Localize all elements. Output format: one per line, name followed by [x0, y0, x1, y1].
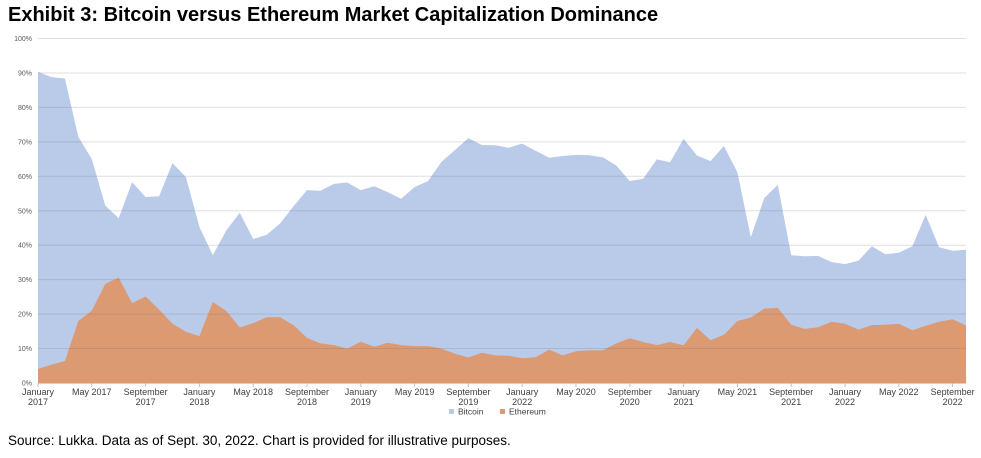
x-tick-label: January	[183, 387, 216, 397]
x-tick-label: January	[22, 387, 55, 397]
x-tick-label: January	[506, 387, 539, 397]
y-tick-label: 70%	[18, 139, 32, 146]
x-tick-label: January	[345, 387, 378, 397]
x-tick-label: May 2017	[72, 387, 112, 397]
x-tick-label: 2017	[136, 397, 156, 407]
x-tick-label: January	[668, 387, 701, 397]
legend-label-ethereum: Ethereum	[509, 407, 546, 417]
area-bitcoin	[38, 71, 967, 384]
y-tick-label: 0%	[22, 381, 32, 388]
y-tick-label: 60%	[18, 174, 32, 181]
x-tick-label: 2022	[512, 397, 532, 407]
legend-swatch-bitcoin	[449, 409, 454, 414]
x-tick-label: 2018	[189, 397, 209, 407]
x-tick-label: May 2018	[233, 387, 273, 397]
x-tick-label: 2021	[781, 397, 801, 407]
y-tick-label: 90%	[18, 70, 32, 77]
y-tick-label: 50%	[18, 208, 32, 215]
area-ethereum	[38, 277, 967, 383]
y-tick-label: 30%	[18, 277, 32, 284]
x-tick-label: May 2019	[395, 387, 435, 397]
x-tick-label: 2017	[28, 397, 48, 407]
gridlines	[38, 38, 967, 384]
x-tick-label: September	[446, 387, 490, 397]
x-tick-label: September	[931, 387, 975, 397]
x-tick-label: 2022	[835, 397, 855, 407]
x-tick-label: September	[285, 387, 329, 397]
x-tick-label: 2018	[297, 397, 317, 407]
x-tick-label: January	[829, 387, 862, 397]
y-axis: 0% 10% 20% 30% 40% 50% 60% 70% 80% 90% 100%	[14, 36, 32, 388]
legend: Bitcoin Ethereum	[449, 407, 546, 417]
x-tick-label: 2019	[458, 397, 478, 407]
x-tick-label: 2021	[674, 397, 694, 407]
x-tick-label: May 2020	[556, 387, 596, 397]
y-tick-label: 20%	[18, 312, 32, 319]
x-tick-label: September	[124, 387, 168, 397]
legend-label-bitcoin: Bitcoin	[458, 407, 484, 417]
x-tick-label: May 2021	[718, 387, 758, 397]
y-tick-label: 80%	[18, 105, 32, 112]
x-tick-label: May 2022	[879, 387, 919, 397]
legend-swatch-ethereum	[500, 409, 505, 414]
x-tick-label: 2019	[351, 397, 371, 407]
x-tick-label: September	[769, 387, 813, 397]
y-tick-label: 40%	[18, 243, 32, 250]
plot-areas	[38, 71, 967, 384]
x-tick-label: 2022	[943, 397, 963, 407]
x-tick-label: September	[608, 387, 652, 397]
chart-title: Exhibit 3: Bitcoin versus Ethereum Marke…	[8, 4, 659, 26]
source-note: Source: Lukka. Data as of Sept. 30, 2022…	[8, 433, 511, 448]
y-tick-label: 100%	[14, 36, 32, 43]
x-tick-label: 2020	[620, 397, 640, 407]
y-tick-label: 10%	[18, 346, 32, 353]
